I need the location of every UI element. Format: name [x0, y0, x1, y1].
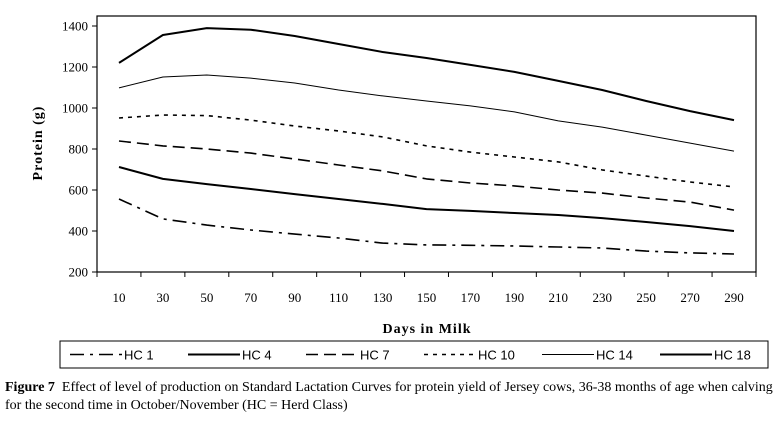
y-tick-label: 400	[69, 224, 89, 239]
x-tick-label: 170	[461, 290, 481, 305]
y-tick-label: 1000	[62, 101, 88, 116]
legend-label: HC 14	[596, 348, 633, 363]
series-line-hc-14	[118, 74, 735, 152]
x-tick-label: 50	[200, 290, 213, 305]
x-tick-label: 10	[112, 290, 125, 305]
legend-label: HC 1	[124, 348, 154, 363]
x-tick-label: 130	[373, 290, 393, 305]
x-tick-label: 210	[549, 290, 569, 305]
series-line-hc-1	[118, 198, 735, 255]
y-tick-label: 1200	[62, 60, 88, 75]
plot-area	[96, 15, 757, 273]
figure-label: Figure 7	[5, 380, 55, 395]
series-group	[118, 27, 735, 255]
x-tick-label: 110	[329, 290, 348, 305]
series-line-hc-7	[118, 140, 735, 211]
plot-border	[96, 15, 757, 273]
x-tick-label: 30	[156, 290, 169, 305]
x-tick-label: 150	[417, 290, 437, 305]
y-tick-label: 600	[69, 183, 89, 198]
legend-label: HC 7	[360, 348, 390, 363]
y-tick-label: 200	[69, 265, 89, 280]
legend-label: HC 10	[478, 348, 515, 363]
caption-text: Effect of level of production on Standar…	[5, 380, 773, 413]
y-axis: 200 400 600 800 1000 1200 1400	[62, 19, 97, 280]
y-tick-label: 1400	[62, 19, 88, 34]
x-tick-label: 230	[592, 290, 612, 305]
legend-label: HC 18	[714, 348, 751, 363]
legend-box	[59, 340, 769, 369]
series-line-hc-18	[118, 27, 735, 122]
series-line-hc-4	[118, 166, 735, 232]
x-tick-label: 290	[724, 290, 744, 305]
x-tick-label: 70	[244, 290, 257, 305]
x-axis-title: Days in Milk	[382, 322, 471, 337]
x-axis: 10 30 50 70 90 110 130 150 170 190 210 230 250 270 290	[96, 272, 757, 305]
series-line-hc-10	[118, 114, 735, 188]
x-tick-label: 250	[636, 290, 656, 305]
legend-label: HC 4	[242, 348, 272, 363]
x-tick-label: 270	[680, 290, 700, 305]
y-axis-title: Protein (g)	[31, 106, 46, 181]
x-tick-label: 90	[288, 290, 301, 305]
y-tick-label: 800	[69, 142, 89, 157]
figure-caption: Figure 7 Effect of level of production o…	[5, 379, 775, 415]
legend: HC 1 HC 4 HC 7 HC 10 HC 14 HC 18	[59, 340, 769, 369]
x-tick-label: 190	[505, 290, 525, 305]
line-chart: 200 400 600 800 1000 1200 1400 10 30 50 70 90 110 13…	[31, 15, 769, 369]
